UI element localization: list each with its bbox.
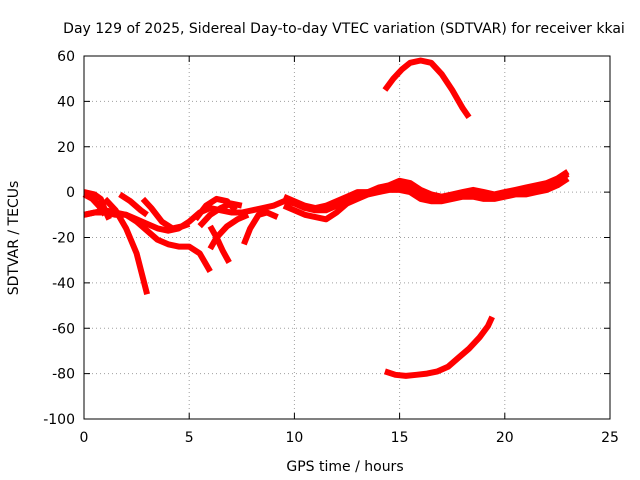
y-tick-label: 0 <box>66 185 75 201</box>
x-tick-label: 25 <box>601 430 619 446</box>
x-tick-label: 20 <box>496 430 514 446</box>
series-dip-b <box>207 224 232 264</box>
y-tick-label: 20 <box>57 140 75 156</box>
y-tick-label: -100 <box>43 412 75 428</box>
y-tick-label: -20 <box>52 231 75 247</box>
y-tick-label: -40 <box>52 276 75 292</box>
series-steep-drop <box>102 196 151 295</box>
series-hook-right <box>140 196 191 232</box>
x-tick-label: 10 <box>285 430 303 446</box>
y-tick-label: 40 <box>57 94 75 110</box>
x-tick-label: 0 <box>80 430 89 446</box>
data-series <box>82 57 570 379</box>
chart-title: Day 129 of 2025, Sidereal Day-to-day VTE… <box>63 21 625 37</box>
series-dip-a <box>207 212 250 251</box>
series-main-upper <box>282 169 570 211</box>
y-tick-label: -60 <box>52 321 75 337</box>
plot-frame <box>83 55 611 420</box>
series-main-lower <box>282 175 570 223</box>
x-tick-label: 15 <box>391 430 409 446</box>
grid-lines <box>84 56 610 419</box>
x-axis-label: GPS time / hours <box>286 459 403 475</box>
series-upper-arc <box>382 57 472 120</box>
x-tick-label: 5 <box>185 430 194 446</box>
y-tick-label: -80 <box>52 367 75 383</box>
axis-ticks: -100 -80 -60 -40 -20 0 20 40 60 0 5 10 15 20 25 <box>43 49 619 446</box>
y-tick-label: 60 <box>57 49 75 65</box>
series-mid-decline <box>83 207 213 274</box>
series-hook-left <box>118 191 149 218</box>
series-lower-arc <box>383 315 495 379</box>
y-axis-label: SDTVAR / TECUs <box>6 181 22 296</box>
series-dip-c <box>241 209 279 246</box>
series-loop-b <box>197 200 243 229</box>
